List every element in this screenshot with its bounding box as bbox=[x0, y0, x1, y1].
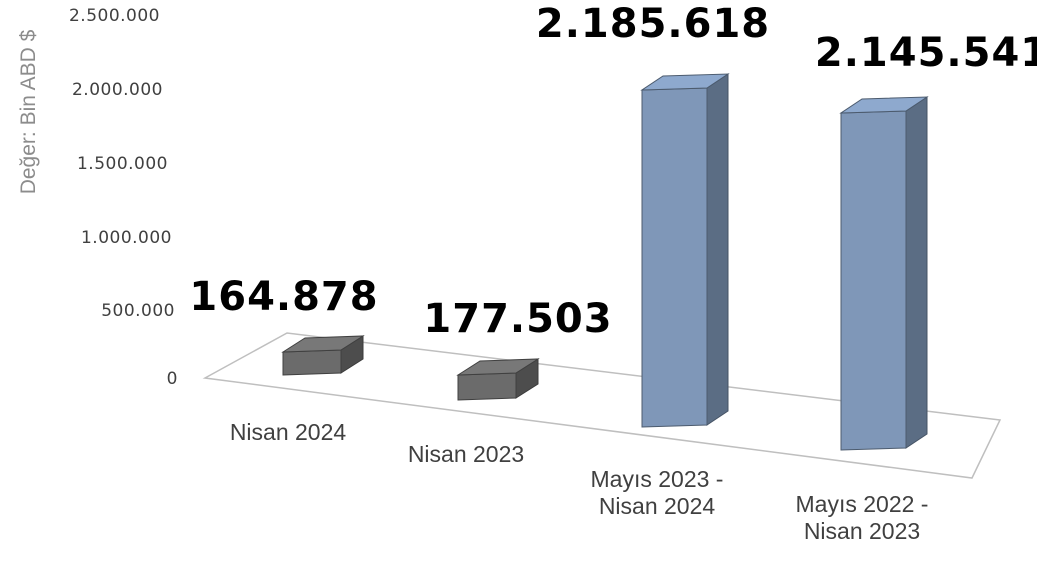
y-tick-label: 2.500.000 bbox=[69, 6, 160, 26]
bar bbox=[456, 358, 540, 401]
data-label: 177.503 bbox=[423, 296, 612, 342]
data-label: 2.145.541 bbox=[815, 30, 1037, 76]
y-tick-label: 500.000 bbox=[101, 301, 175, 321]
data-label: 164.878 bbox=[189, 274, 378, 320]
data-labels: 164.878 177.503 2.185.618 2.145.541 bbox=[189, 1, 1037, 342]
y-axis-label: Değer: Bin ABD $ bbox=[17, 29, 40, 194]
category-label: Nisan 2024 bbox=[230, 419, 347, 445]
bar-top bbox=[281, 335, 365, 353]
category-label: Mayıs 2022 -Nisan 2023 bbox=[796, 491, 929, 544]
y-tick-label: 2.000.000 bbox=[72, 80, 163, 100]
y-tick-label: 1.000.000 bbox=[81, 228, 172, 248]
bar-top bbox=[839, 96, 929, 114]
chart-floor bbox=[202, 332, 1002, 479]
y-tick-label: 0 bbox=[167, 369, 178, 389]
bars bbox=[281, 73, 929, 451]
category-label: Mayıs 2023 -Nisan 2024 bbox=[591, 466, 724, 519]
bar bbox=[281, 335, 365, 376]
bar-top bbox=[456, 358, 540, 376]
bar-side bbox=[905, 96, 928, 449]
bar bbox=[839, 96, 929, 451]
y-tick-label: 1.500.000 bbox=[77, 154, 168, 174]
bar-front bbox=[641, 87, 708, 428]
y-axis-ticks: 0 500.000 1.000.000 1.500.000 2.000.000 2.500… bbox=[69, 6, 178, 389]
bar-front bbox=[457, 372, 517, 401]
bar-front bbox=[282, 349, 342, 376]
floor-plane bbox=[202, 332, 1002, 479]
data-label: 2.185.618 bbox=[536, 1, 770, 47]
category-label: Nisan 2023 bbox=[408, 441, 524, 467]
bar-side bbox=[706, 73, 729, 426]
bar-front bbox=[840, 110, 907, 451]
category-labels: Nisan 2024 Nisan 2023 Mayıs 2023 -Nisan 20… bbox=[230, 419, 929, 544]
bar-top bbox=[640, 73, 730, 91]
bar bbox=[640, 73, 730, 428]
